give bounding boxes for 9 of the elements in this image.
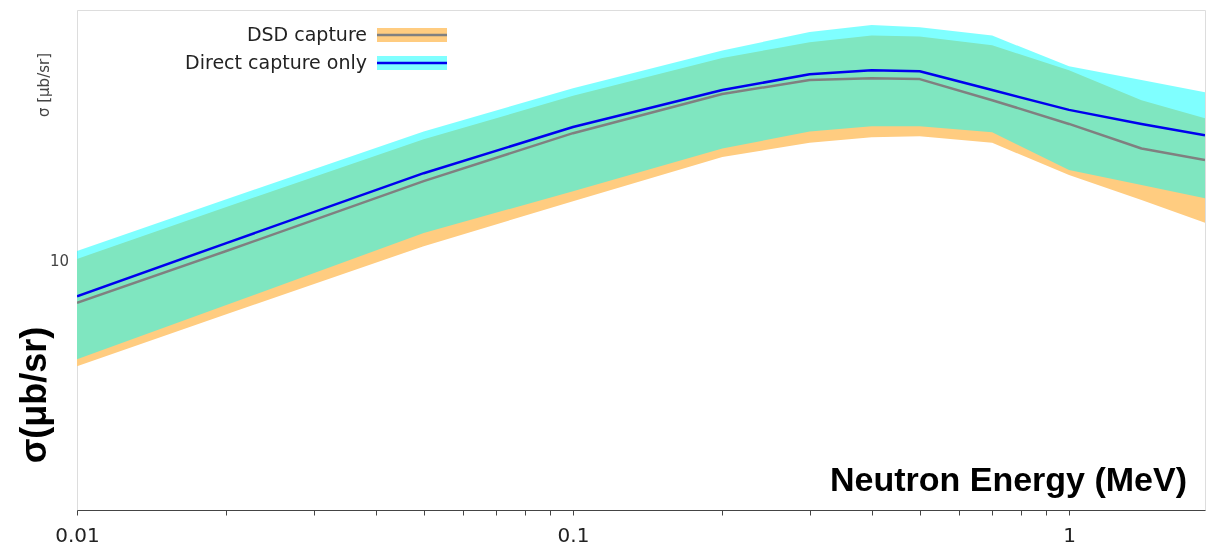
y-axis-title: σ [μb/sr]: [35, 52, 53, 118]
x-tick-label: 0.1: [557, 522, 590, 547]
text: 10: [49, 252, 69, 270]
legend-label: Direct capture only: [185, 51, 367, 73]
text: σ(μb/sr): [13, 326, 54, 464]
x-axis-title: Neutron Energy (MeV): [829, 460, 1187, 498]
x-tick-label: 1: [1063, 522, 1076, 547]
legend-label: DSD capture: [246, 23, 367, 45]
x-tick-label: 0.01: [55, 522, 100, 547]
